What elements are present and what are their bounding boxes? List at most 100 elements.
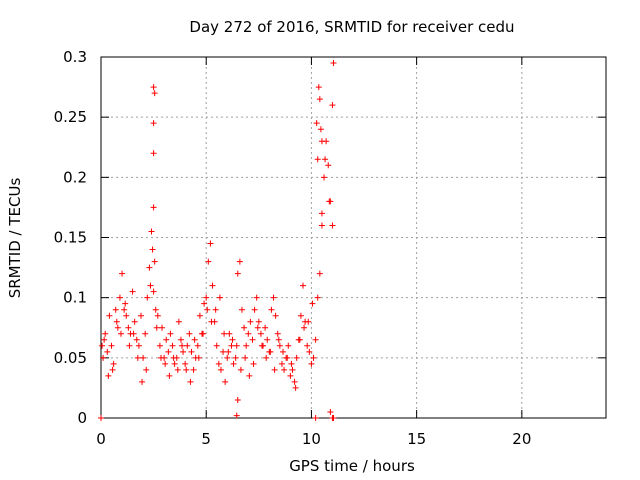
x-tick-label: 0 [96,430,106,448]
data-point [151,90,158,97]
data-point [146,264,153,271]
data-point [325,162,332,169]
data-point [117,330,124,337]
data-point [148,228,155,235]
data-point [149,246,156,253]
data-point [278,360,285,367]
data-point [251,306,258,313]
data-point [194,342,201,349]
data-point [114,324,121,331]
data-point [201,300,208,307]
data-point [133,336,140,343]
data-point [99,342,106,349]
data-point [162,360,169,367]
data-point [187,378,194,385]
data-point [293,354,300,361]
data-point [184,342,191,349]
data-point [203,294,210,301]
data-point [327,408,334,415]
data-point [179,342,186,349]
data-point [321,174,328,181]
data-point [267,348,274,355]
data-point [258,342,265,349]
data-point [264,336,271,343]
data-point [204,306,211,313]
data-point [249,336,256,343]
data-point [314,156,321,163]
data-point [322,156,329,163]
data-point [196,312,203,319]
data-point [281,366,288,373]
y-axis-label: SRMTID / TECUs [6,178,24,299]
data-point [200,330,207,337]
data-point [262,324,269,331]
data-point [297,312,304,319]
data-point [246,372,253,379]
data-point [163,336,170,343]
data-point [191,336,198,343]
y-tick-label: 0.3 [63,48,87,66]
y-tick-label: 0.1 [63,289,87,307]
data-point [167,330,174,337]
data-point [326,198,333,205]
data-point [300,282,306,289]
data-point [284,354,291,361]
data-point [238,306,245,313]
data-point [154,312,161,319]
data-point [222,378,229,385]
data-point [209,282,216,289]
data-point [220,348,227,355]
data-point [102,330,109,337]
y-tick-label: 0 [77,409,87,427]
data-point [126,342,133,349]
data-point [112,306,119,313]
data-point [150,120,157,127]
data-point [270,294,277,301]
data-point [113,318,120,325]
data-point [292,384,299,391]
data-point [104,348,111,355]
data-point [123,312,130,319]
data-point [280,348,287,355]
data-point [253,294,260,301]
y-tick-label: 0.15 [54,229,87,247]
data-point [271,366,278,373]
data-point [180,348,187,355]
data-point [237,366,244,373]
data-point [317,126,324,133]
data-point [177,336,184,343]
data-point [330,60,337,67]
data-point [233,342,240,349]
data-point [234,396,241,403]
data-point [150,288,157,295]
data-point [195,354,202,361]
data-point [205,258,212,265]
data-point [314,294,321,301]
data-point [159,324,166,331]
data-point [226,330,233,337]
x-tick-label: 10 [302,430,321,448]
data-point [212,306,219,313]
data-point [100,354,107,361]
data-point [140,354,147,361]
data-point [233,412,240,419]
data-point [175,318,182,325]
data-point [151,258,158,265]
data-point [257,330,264,337]
data-point [188,348,195,355]
data-point [131,318,138,325]
data-point [169,342,176,349]
data-point [105,372,112,379]
data-point [110,360,117,367]
data-point [276,342,283,349]
data-point [139,378,146,385]
data-point [119,270,126,277]
data-point [289,366,296,373]
data-point [234,270,241,277]
data-point [329,102,336,109]
data-point [213,342,220,349]
data-point [263,354,270,361]
data-point [310,354,317,361]
data-point [108,342,115,349]
data-point [147,282,154,289]
